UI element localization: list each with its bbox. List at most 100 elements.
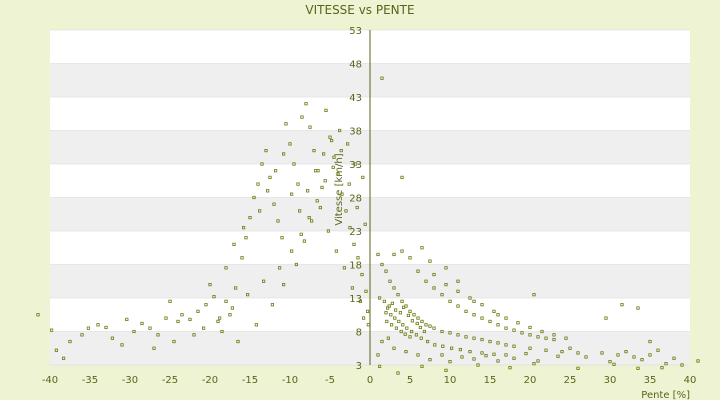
y-tick-label: 43 <box>349 93 362 104</box>
data-point <box>456 289 460 293</box>
data-point <box>464 335 468 339</box>
data-point <box>309 219 314 223</box>
x-tick-label: 25 <box>564 375 577 386</box>
data-point <box>660 366 664 370</box>
data-point <box>401 305 406 309</box>
data-point <box>528 346 532 350</box>
data-point <box>432 272 436 277</box>
data-point <box>696 359 700 363</box>
data-point <box>540 329 544 334</box>
data-point <box>672 356 676 360</box>
data-point <box>248 215 252 220</box>
data-point <box>403 332 407 336</box>
data-point <box>36 313 40 317</box>
data-point <box>361 175 365 179</box>
data-point <box>552 337 556 342</box>
data-point <box>312 148 316 153</box>
data-point <box>472 313 476 317</box>
data-point <box>488 339 492 344</box>
data-point <box>289 249 294 253</box>
data-point <box>204 303 208 307</box>
data-point <box>420 364 424 368</box>
data-point <box>377 296 382 300</box>
data-point <box>460 355 464 359</box>
data-point <box>224 266 228 270</box>
data-point <box>492 309 496 314</box>
data-point <box>323 179 327 183</box>
data-point <box>313 169 318 173</box>
data-point <box>188 317 192 322</box>
x-tick-label: -20 <box>202 375 218 386</box>
scatter-points <box>36 76 700 375</box>
y-tick-label: 53 <box>349 26 362 37</box>
data-point <box>648 339 652 344</box>
data-point <box>315 199 319 203</box>
data-point <box>425 339 430 344</box>
data-point <box>508 366 512 370</box>
y-tick-label: 23 <box>349 227 362 238</box>
data-point <box>308 125 312 129</box>
data-point <box>472 299 476 303</box>
data-point <box>408 335 412 339</box>
data-point <box>212 295 216 299</box>
data-point <box>356 256 360 260</box>
data-point <box>208 282 212 287</box>
data-point <box>232 242 236 246</box>
data-point <box>400 299 404 303</box>
data-point <box>273 169 278 173</box>
data-point <box>336 172 340 176</box>
data-point <box>448 360 452 364</box>
data-point <box>228 313 232 317</box>
data-point <box>409 329 414 334</box>
y-axis-label: Vitesse [km/h] <box>334 153 345 225</box>
data-point <box>544 336 548 340</box>
data-point <box>345 142 350 146</box>
data-point <box>172 339 176 344</box>
data-point <box>520 331 524 335</box>
data-point <box>556 354 560 358</box>
data-point <box>636 306 640 310</box>
data-point <box>640 358 644 362</box>
data-point <box>396 293 400 297</box>
data-point <box>264 148 268 153</box>
data-point <box>344 209 348 213</box>
data-point <box>440 329 444 334</box>
data-point <box>604 316 608 320</box>
x-tick-label: 20 <box>524 375 537 386</box>
data-point <box>408 309 412 314</box>
data-point <box>412 313 416 317</box>
y-tick-label: 48 <box>349 60 362 71</box>
data-point <box>329 138 334 143</box>
x-tick-label: 30 <box>604 375 617 386</box>
data-point <box>62 356 66 360</box>
data-point <box>318 205 323 210</box>
data-point <box>260 162 264 166</box>
data-point <box>600 351 604 355</box>
data-point <box>196 309 200 314</box>
data-point <box>405 326 409 330</box>
data-point <box>192 333 196 337</box>
data-point <box>236 339 240 344</box>
data-point <box>350 286 355 290</box>
data-point <box>624 349 628 354</box>
data-point <box>321 152 326 156</box>
data-point <box>385 306 390 310</box>
data-point <box>201 326 206 330</box>
data-point <box>512 344 516 348</box>
data-point <box>277 266 282 270</box>
x-axis-label: Pente [%] <box>641 390 690 400</box>
data-point <box>464 309 468 314</box>
data-point <box>480 337 484 342</box>
data-point <box>488 319 492 324</box>
data-point <box>406 313 411 318</box>
data-point <box>441 344 445 348</box>
data-point <box>528 325 532 330</box>
data-point <box>496 313 500 317</box>
data-point <box>230 306 234 310</box>
data-point <box>361 316 366 320</box>
data-point <box>180 313 184 317</box>
data-point <box>424 279 428 283</box>
data-point <box>544 348 548 352</box>
data-point <box>428 324 432 328</box>
data-point <box>528 333 532 337</box>
